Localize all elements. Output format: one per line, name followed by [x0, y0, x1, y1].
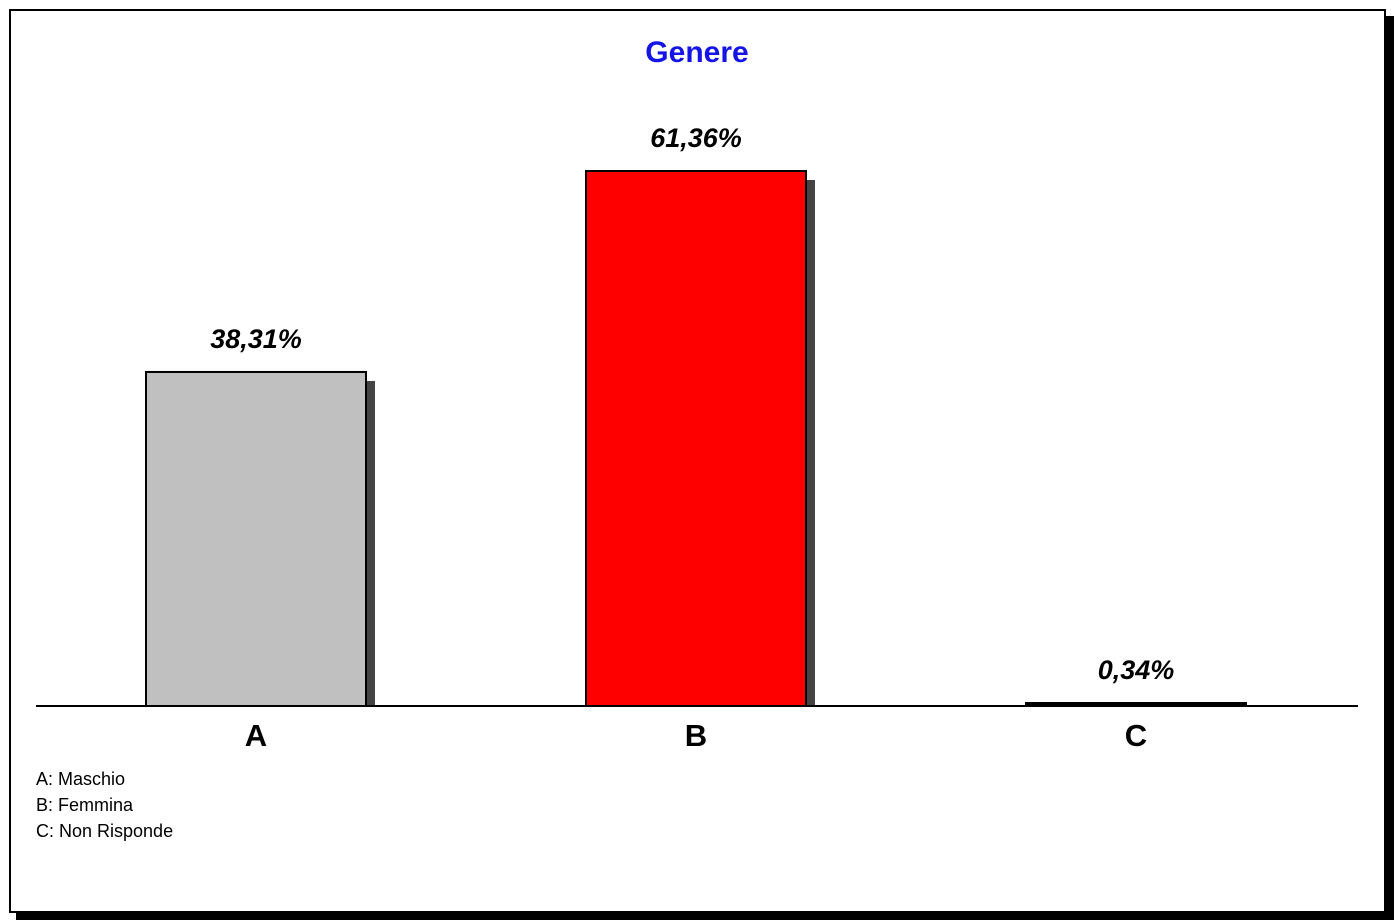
legend-entry-b: B: Femmina — [36, 795, 134, 815]
value-label-c: 0,34% — [1098, 655, 1175, 685]
category-legend: A: Maschio B: Femmina C: Non Risponde — [36, 766, 173, 844]
category-label-a: A — [245, 718, 267, 753]
bars-layer: 38,31% A 61,36% B 0,34% C — [145, 123, 1247, 753]
category-label-b: B — [685, 718, 707, 753]
legend-entry-c: C: Non Risponde — [36, 821, 174, 841]
chart-title: Genere — [645, 36, 748, 69]
value-label-a: 38,31% — [210, 324, 302, 354]
bar-a — [145, 370, 367, 707]
bar-b — [585, 170, 807, 707]
legend-entry-a: A: Maschio — [36, 769, 126, 789]
value-label-b: 61,36% — [650, 123, 742, 153]
category-label-c: C — [1125, 718, 1147, 753]
